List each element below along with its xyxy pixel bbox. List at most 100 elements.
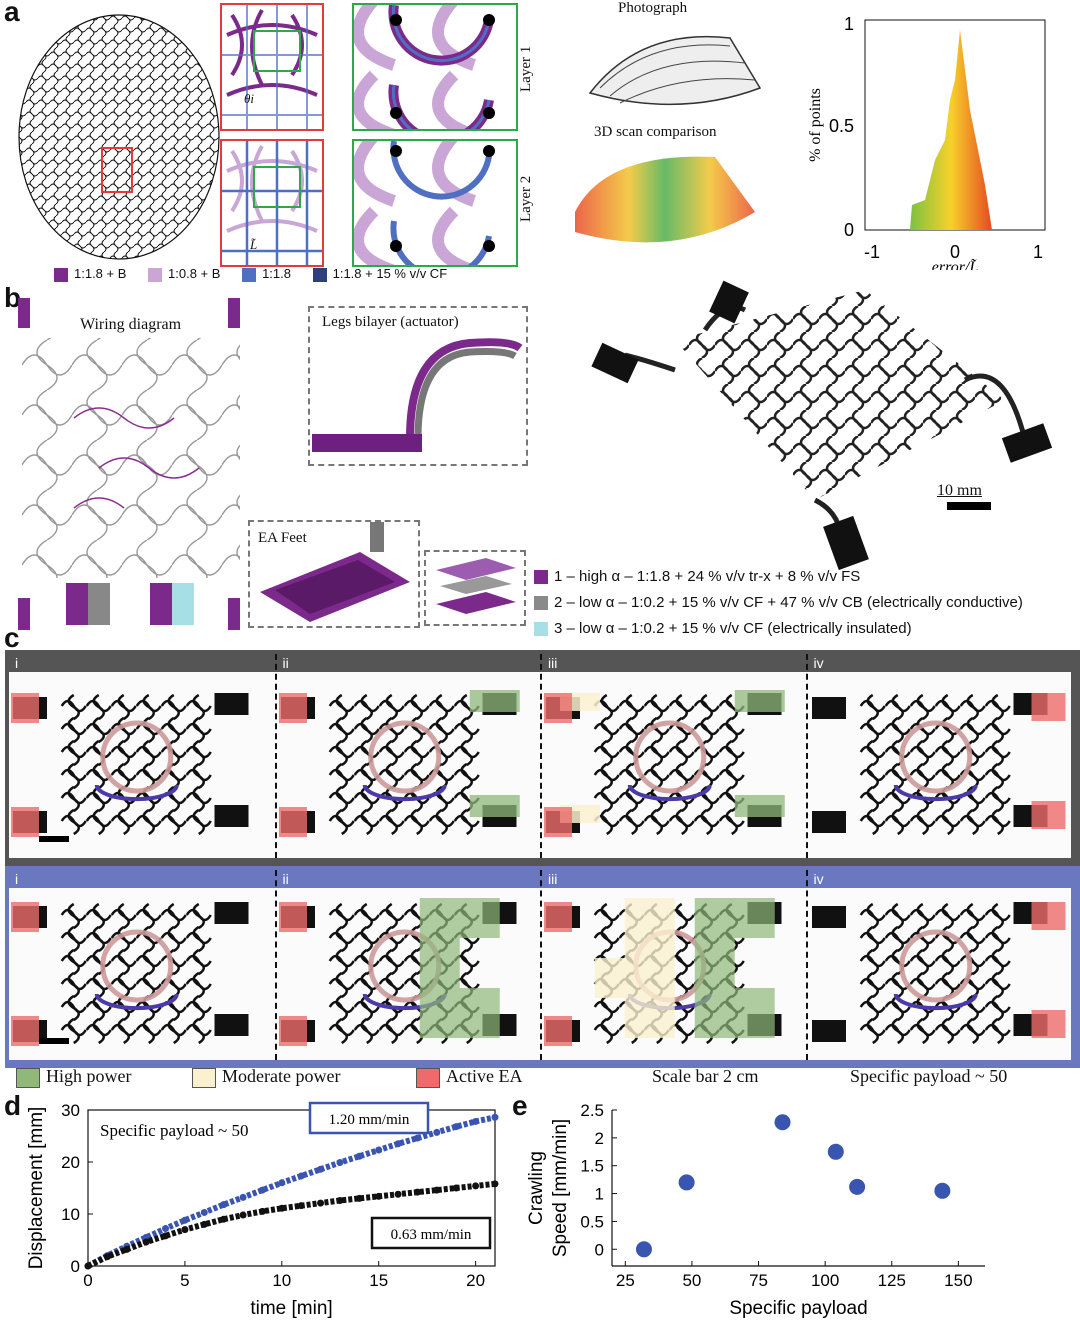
data-point — [433, 1186, 441, 1194]
oval-lattice-figure — [18, 14, 220, 260]
robot-3d-render — [591, 280, 1053, 570]
data-point — [413, 1134, 421, 1142]
series-line-1 — [86, 1180, 496, 1269]
data-point — [278, 1204, 286, 1212]
data-point — [200, 1220, 208, 1228]
legend-a-item-2: 1:0.8 + B — [148, 266, 220, 282]
sequence-frame-r1-2: ii — [274, 654, 543, 858]
hist-ytick-1: 1 — [844, 14, 854, 34]
rate-label-black: 0.63 mm/min — [391, 1227, 472, 1243]
hist-ytick-0: 0 — [844, 220, 854, 240]
y-tick-label: 10 — [61, 1205, 80, 1224]
data-point — [103, 1253, 111, 1261]
data-point — [239, 1193, 247, 1201]
scatter-point — [678, 1174, 695, 1191]
ltilde-label: L̃ — [250, 237, 258, 252]
y-axis-label-line1: Crawling — [526, 1151, 547, 1225]
plot-area — [87, 1109, 496, 1267]
scan-image — [575, 156, 755, 243]
layer2-label: Layer 2 — [518, 175, 534, 222]
y-tick-label: 2 — [595, 1129, 604, 1148]
legend-b-item-2: 2 – low α – 1:0.2 + 15 % v/v CF + 47 % v… — [534, 590, 1023, 616]
scatter-point — [635, 1241, 652, 1258]
hist-ytick-05: 0.5 — [829, 116, 854, 136]
frame-label: iv — [813, 871, 824, 887]
scale-10mm-label: 10 mm — [937, 482, 982, 499]
x-tick-label: 10 — [272, 1271, 291, 1290]
scale-10mm-bar — [947, 502, 991, 510]
frame-label: ii — [282, 871, 289, 887]
robot-photo — [278, 690, 520, 837]
sequence-frame-r1-4: iv — [805, 654, 1074, 858]
hist-xtick-1: 1 — [1033, 242, 1043, 262]
data-point — [375, 1192, 383, 1200]
data-point — [472, 1117, 480, 1125]
y-axis-label: Displacement [mm] — [26, 1107, 47, 1270]
data-point — [181, 1216, 189, 1224]
panel-label-b: b — [4, 282, 22, 313]
sequence-frame-r2-3: iii — [540, 870, 808, 1060]
panel-label-c: c — [4, 622, 20, 653]
data-point — [375, 1146, 383, 1154]
scatter-point — [934, 1182, 951, 1199]
ea-feet-box: EA Feet — [248, 520, 420, 628]
data-point — [336, 1196, 344, 1204]
photograph-image — [588, 35, 762, 106]
x-tick-label: 5 — [180, 1271, 189, 1290]
robot-photo — [11, 693, 249, 842]
legend-c-high: High power — [16, 1066, 131, 1088]
sequence-frame-r2-1: i — [9, 870, 275, 1060]
data-point — [239, 1211, 247, 1219]
error-histogram: 1 0.5 0 -1 0 1 error/L̃ % of points — [807, 14, 1046, 270]
panel-label-e: e — [512, 1090, 528, 1121]
series-line-0 — [86, 1114, 496, 1269]
data-point — [200, 1208, 208, 1216]
robot-photo — [278, 898, 516, 1046]
robot-photo — [544, 898, 782, 1046]
layer1-label: Layer 1 — [518, 45, 534, 92]
legend-b-item-3: 3 – low α – 1:0.2 + 15 % v/v CF (electri… — [534, 616, 1023, 642]
panel-label-a: a — [4, 0, 20, 27]
y-tick-label: 0 — [595, 1240, 604, 1259]
theta-label: θi — [244, 91, 254, 106]
frame-label: i — [15, 871, 19, 887]
legend-a-item-1: 1:1.8 + B — [54, 266, 126, 282]
data-point — [162, 1232, 170, 1240]
legs-bilayer-box: Legs bilayer (actuator) — [308, 306, 528, 466]
y-axis-label-line2: Speed [mm/min] — [550, 1119, 571, 1257]
y-tick-label: 0.5 — [580, 1212, 604, 1231]
hist-ylabel: % of points — [807, 88, 824, 162]
data-point — [355, 1194, 363, 1202]
data-point — [297, 1172, 305, 1180]
scatter-point — [827, 1143, 844, 1160]
scatter-point — [849, 1178, 866, 1195]
layer1-zoom-red: θi — [220, 3, 324, 131]
data-point — [491, 1180, 499, 1188]
x-tick-label: 50 — [682, 1271, 701, 1290]
robot-photo — [811, 902, 1065, 1045]
photograph-title: Photograph — [618, 0, 688, 16]
ea-feet-title: EA Feet — [258, 530, 307, 546]
data-point — [491, 1113, 499, 1121]
legend-c-moderate: Moderate power — [192, 1066, 340, 1088]
layer2-zoom-red: L̃ — [220, 139, 324, 267]
legend-a-item-4: 1:1.8 + 15 % v/v CF — [312, 266, 447, 282]
data-point — [278, 1179, 286, 1187]
data-point — [317, 1199, 325, 1207]
rate-label-blue: 1.20 mm/min — [329, 1112, 410, 1128]
frame-label: ii — [282, 655, 289, 671]
data-point — [297, 1202, 305, 1210]
hist-xtick-0: 0 — [950, 242, 960, 262]
x-tick-label: 100 — [811, 1271, 839, 1290]
sequence-frame-r1-1: i — [9, 654, 275, 858]
sequence-frame-r2-4: iv — [805, 870, 1074, 1060]
frame-label: iii — [548, 871, 558, 887]
frame-label: i — [15, 655, 19, 671]
wiring-diagram-title: Wiring diagram — [80, 316, 182, 333]
scatter-point — [774, 1114, 791, 1131]
x-tick-label: 25 — [616, 1271, 635, 1290]
x-tick-label: 20 — [466, 1271, 485, 1290]
y-tick-label: 2.5 — [580, 1101, 604, 1120]
robot-photo — [544, 690, 785, 837]
data-point — [452, 1184, 460, 1192]
